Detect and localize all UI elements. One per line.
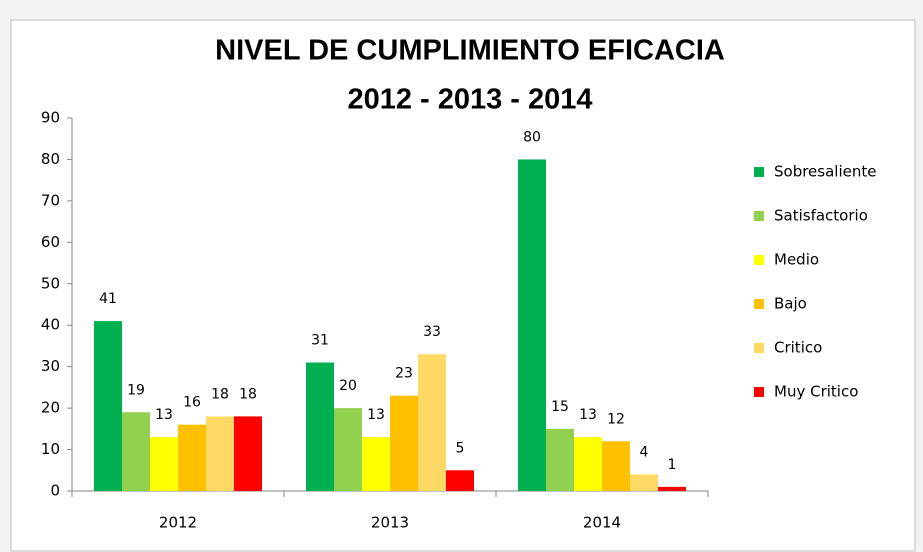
legend-swatch [754,343,764,353]
y-tick-label: 60 [41,233,60,251]
data-label: 41 [99,291,117,307]
bar [178,424,206,491]
data-label: 18 [211,386,229,402]
data-label: 12 [607,411,625,427]
legend-swatch [754,255,764,265]
bar [334,408,362,491]
data-label: 19 [127,382,145,398]
y-tick-label: 90 [41,109,60,127]
legend-swatch [754,211,764,221]
data-label: 23 [395,366,413,382]
bar [446,470,474,491]
y-tick-label: 20 [41,399,60,417]
bar [630,474,658,491]
bar [362,437,390,491]
data-label: 5 [456,440,465,456]
bar [390,395,418,491]
legend-label: Bajo [774,295,807,313]
bar [94,321,122,491]
bar [206,416,234,491]
bar [122,412,150,491]
data-label: 18 [239,386,257,402]
data-label: 20 [339,378,357,394]
y-tick-label: 80 [41,150,60,168]
data-label: 31 [311,333,329,349]
legend-label: Sobresaliente [774,163,876,181]
bar [418,354,446,491]
x-tick-label: 2014 [583,514,621,532]
x-tick-label: 2013 [371,514,409,532]
legend-swatch [754,299,764,309]
bar [306,362,334,491]
legend-label: Medio [774,251,819,269]
data-label: 13 [155,407,173,423]
legend-label: Critico [774,339,822,357]
y-tick-label: 10 [41,440,60,458]
bar [658,486,686,491]
bar [234,416,262,491]
data-label: 13 [579,407,597,423]
bar [602,441,630,491]
data-label: 4 [640,444,649,460]
data-label: 80 [523,129,541,145]
y-tick-label: 50 [41,274,60,292]
x-tick-label: 2012 [159,514,197,532]
bar [150,437,178,491]
bar [518,159,546,491]
data-label: 13 [367,407,385,423]
legend-label: Satisfactorio [774,207,868,225]
y-tick-label: 30 [41,357,60,375]
y-tick-label: 40 [41,316,60,334]
chart-subtitle: 2012 - 2013 - 2014 [347,84,592,116]
data-label: 33 [423,324,441,340]
y-tick-label: 0 [50,482,60,500]
bar [574,437,602,491]
legend-swatch [754,167,764,177]
legend-label: Muy Critico [774,383,858,401]
bar [546,428,574,491]
y-tick-label: 70 [41,191,60,209]
legend-swatch [754,387,764,397]
data-label: 15 [551,399,569,415]
data-label: 1 [668,457,677,473]
chart-title: NIVEL DE CUMPLIMIENTO EFICACIA [215,35,725,67]
data-label: 16 [183,395,201,411]
